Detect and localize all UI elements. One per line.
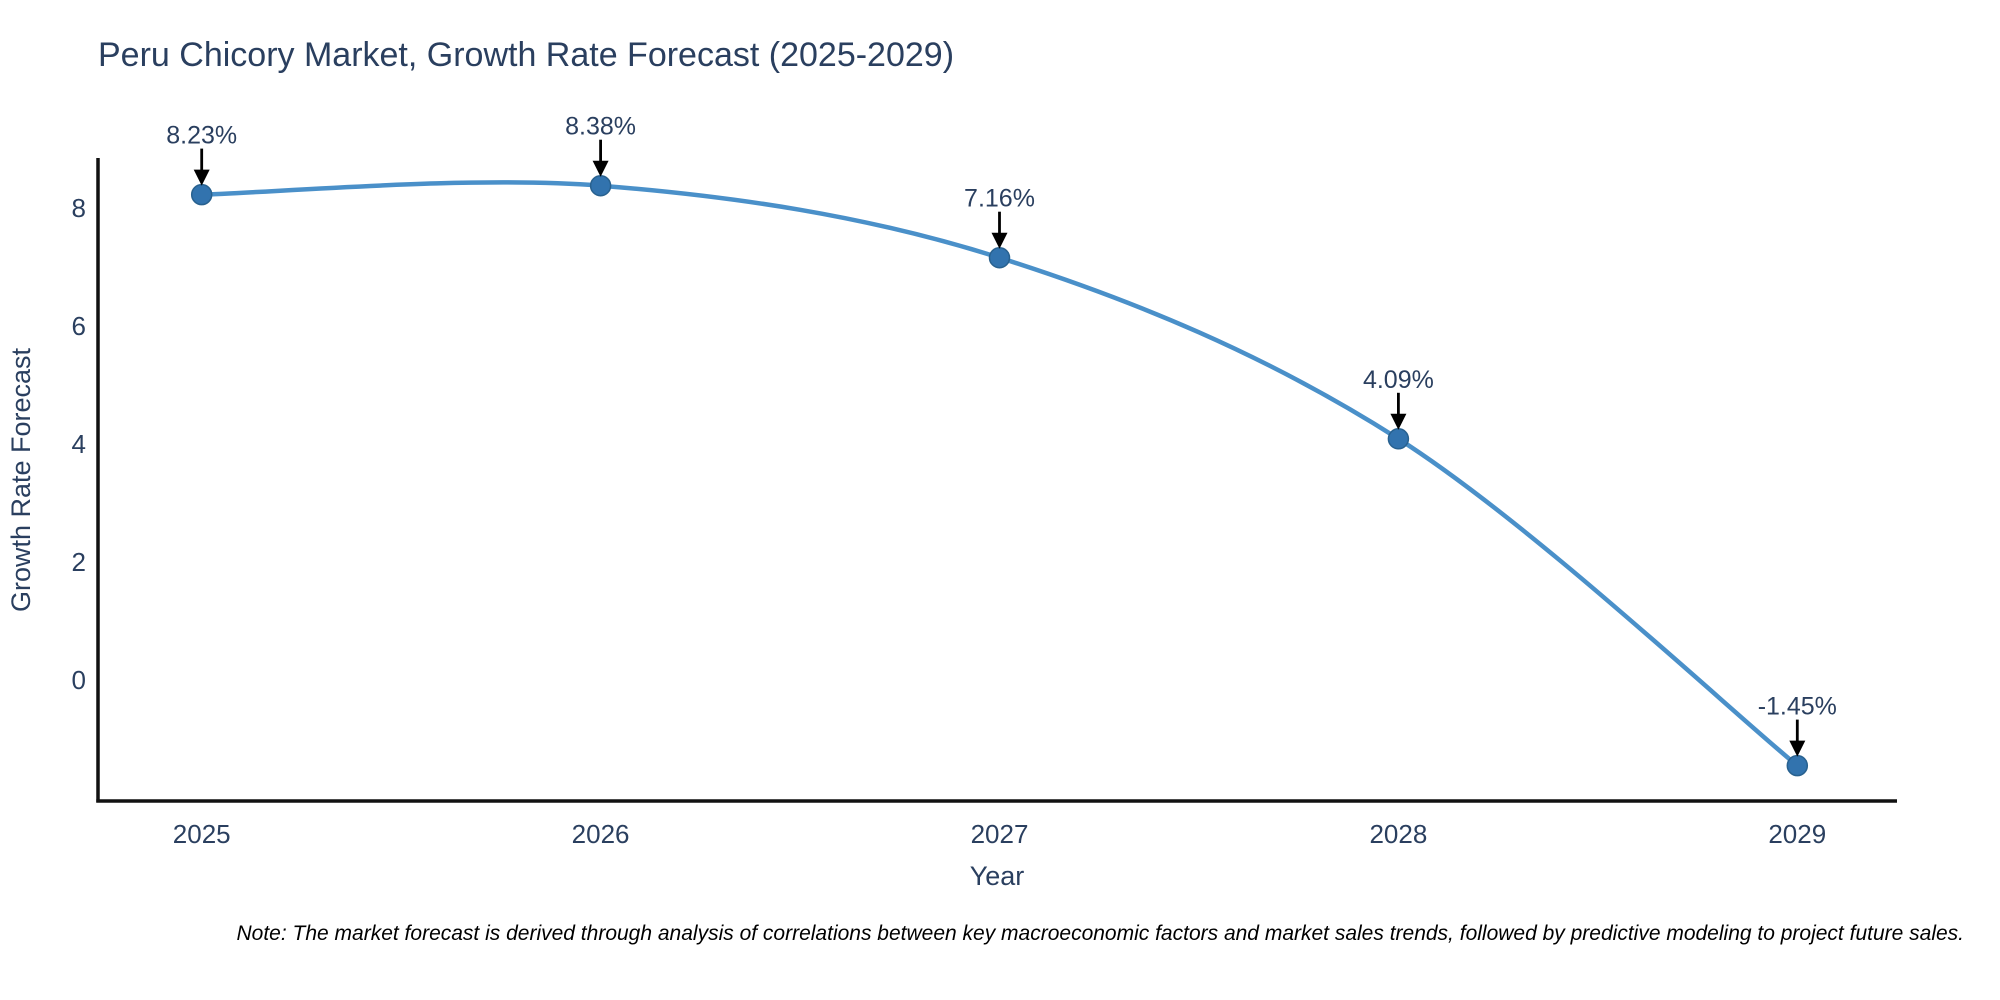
x-axis-title: Year [970, 861, 1025, 891]
annotation-label: 8.23% [166, 122, 237, 150]
annotation-label: 7.16% [964, 185, 1035, 213]
footnote: Note: The market forecast is derived thr… [236, 922, 1965, 945]
y-tick-labels: 0 2 4 6 8 [72, 193, 86, 695]
x-tick-label: 2025 [173, 819, 231, 849]
point-annotation: 8.38% [565, 113, 636, 177]
x-tick-label: 2027 [971, 819, 1029, 849]
point-annotation: 7.16% [964, 185, 1035, 249]
data-point-marker [1786, 754, 1809, 777]
x-axis: 2025 2026 2027 2028 2029 [96, 799, 1897, 849]
x-tick-label: 2026 [572, 819, 630, 849]
data-point-marker [190, 183, 213, 206]
x-tick-labels: 2025 2026 2027 2028 2029 [173, 819, 1826, 849]
y-tick-label: 8 [72, 193, 86, 223]
annotation-arrowhead [592, 160, 609, 177]
data-point-marker [1387, 428, 1410, 450]
forecast-line [199, 180, 1800, 768]
annotation-arrowhead [1789, 740, 1806, 757]
annotation-arrowhead [1390, 413, 1407, 430]
annotation-label: 4.09% [1363, 366, 1434, 394]
annotation-label: 8.38% [565, 113, 636, 141]
y-tick-label: 6 [72, 311, 86, 341]
annotation-arrowhead [193, 169, 210, 186]
point-annotation: 8.23% [166, 122, 237, 186]
point-annotations: 8.23% 8.38% 7.16% 4.09% -1.45% [166, 113, 1837, 757]
x-tick-label: 2028 [1369, 819, 1427, 849]
annotation-label: -1.45% [1758, 693, 1837, 721]
chart-title: Peru Chicory Market, Growth Rate Forecas… [98, 36, 954, 74]
data-point-marker [589, 174, 612, 197]
y-tick-label: 2 [72, 547, 86, 577]
annotation-arrowhead [991, 232, 1008, 249]
y-tick-label: 4 [72, 429, 86, 459]
y-axis: 0 2 4 6 8 [72, 158, 100, 803]
y-tick-label: 0 [72, 665, 86, 695]
data-point-markers [190, 174, 1809, 777]
data-point-marker [988, 246, 1011, 269]
y-axis-title: Growth Rate Forecast [6, 347, 36, 612]
point-annotation: 4.09% [1363, 366, 1434, 430]
point-annotation: -1.45% [1758, 693, 1837, 757]
x-tick-label: 2029 [1768, 819, 1826, 849]
